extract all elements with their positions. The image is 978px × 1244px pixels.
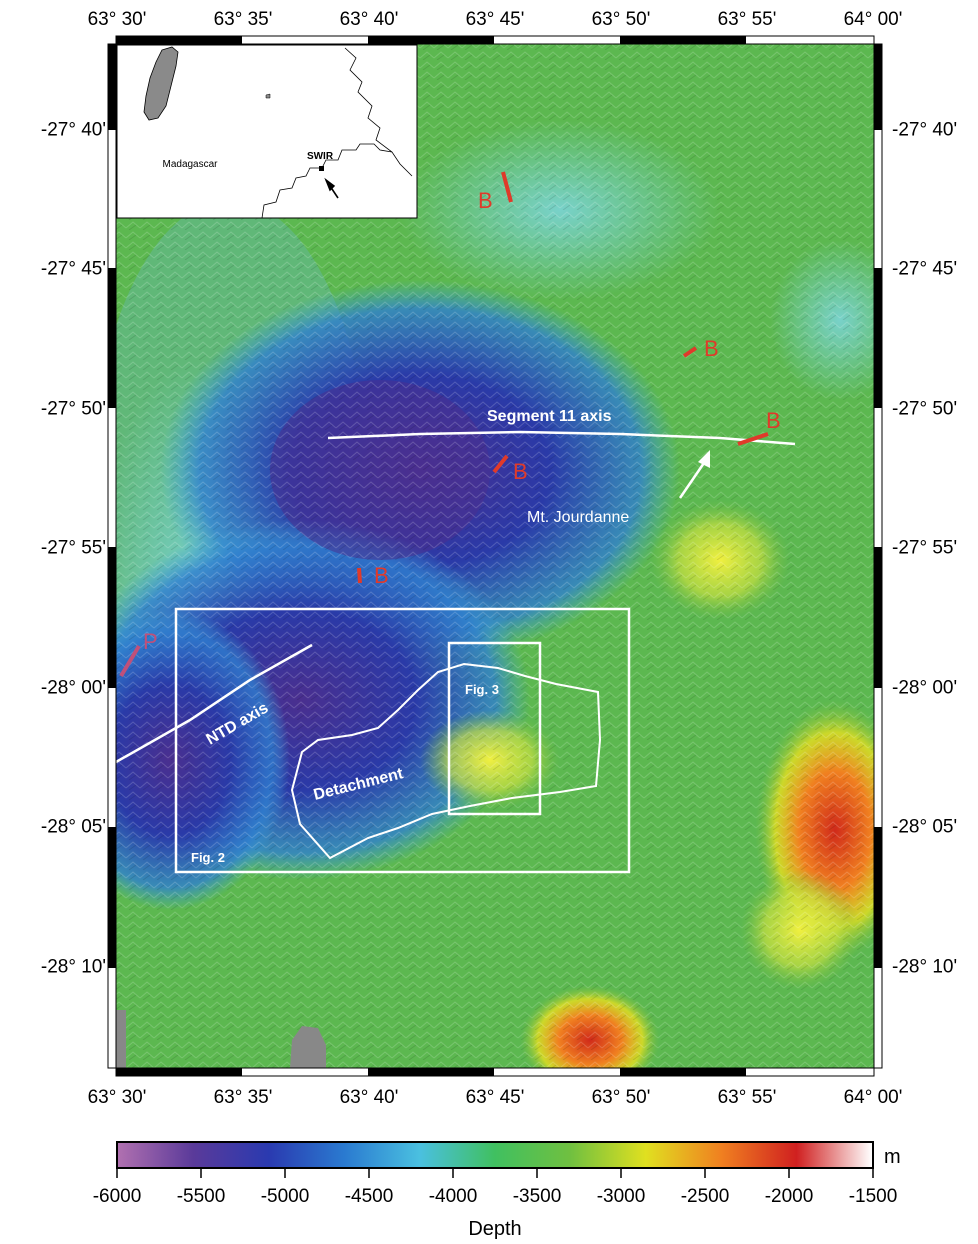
lat-label-left-1: -27° 40' — [40, 119, 106, 141]
lat-label-left-2: -27° 45' — [40, 258, 106, 280]
lat-label-left-3: -27° 50' — [40, 398, 106, 420]
colorbar-tick-label: -4000 — [428, 1186, 478, 1207]
marker-b-5: B — [357, 563, 389, 588]
lat-label-right-4: -27° 55' — [892, 537, 958, 559]
detachment-outline — [290, 662, 602, 860]
inset-locator-map: Madagascar SWIR — [116, 44, 418, 219]
colorbar-tick-label: -2000 — [764, 1186, 814, 1207]
lat-label-left-7: -28° 10' — [40, 956, 106, 978]
colorbar-unit: m — [884, 1146, 901, 1168]
inset-swir-label: SWIR — [307, 151, 334, 162]
svg-text:B: B — [704, 336, 719, 361]
mt-jourdanne-label: Mt. Jourdanne — [527, 509, 629, 526]
ridge-line — [344, 47, 413, 177]
inset-madagascar-label: Madagascar — [162, 159, 218, 170]
colorbar-tick-label: -3000 — [596, 1186, 646, 1207]
colorbar-tick-label: -2500 — [680, 1186, 730, 1207]
colorbar-title: Depth — [468, 1218, 522, 1240]
lat-label-left-5: -28° 00' — [40, 677, 106, 699]
svg-text:P: P — [143, 629, 158, 654]
pointer-arrow-icon — [324, 177, 336, 192]
lon-label-bottom-7: 64° 00' — [843, 1087, 903, 1108]
lon-label-top-1: 63° 30' — [87, 9, 147, 30]
arrow-head-icon — [698, 450, 710, 468]
lat-label-right-6: -28° 05' — [892, 816, 958, 838]
lat-label-right-7: -28° 10' — [892, 956, 958, 978]
lon-label-top-2: 63° 35' — [213, 9, 273, 30]
svg-text:B: B — [766, 408, 781, 433]
mt-jourdanne-arrow — [678, 459, 708, 499]
colorbar-tick-label: -3500 — [512, 1186, 562, 1207]
svg-text:B: B — [513, 459, 528, 484]
lon-label-top-4: 63° 45' — [465, 9, 525, 30]
lon-label-bottom-5: 63° 50' — [591, 1087, 651, 1108]
lon-label-top-7: 64° 00' — [843, 9, 903, 30]
marker-b-1: B — [478, 171, 513, 213]
lon-label-top-5: 63° 50' — [591, 9, 651, 30]
colorbar-tick-label: -6000 — [92, 1186, 142, 1207]
marker-b-4: B — [492, 454, 528, 484]
colorbar-tick-label: -1500 — [848, 1186, 898, 1207]
svg-text:B: B — [374, 563, 389, 588]
lat-label-right-5: -28° 00' — [892, 677, 958, 699]
fig3-label: Fig. 3 — [465, 682, 499, 697]
segment-11-axis-label: Segment 11 axis — [487, 408, 612, 425]
svg-text:B: B — [478, 188, 493, 213]
lat-label-right-2: -27° 45' — [892, 258, 958, 280]
lat-label-right-3: -27° 50' — [892, 398, 958, 420]
lon-label-bottom-1: 63° 30' — [87, 1087, 147, 1108]
fig2-box — [174, 607, 631, 874]
marker-b-2: B — [682, 336, 719, 361]
marker-b-3: B — [737, 408, 781, 446]
fig2-label: Fig. 2 — [191, 850, 225, 865]
map-frame — [107, 35, 883, 1077]
colorbar-tick-label: -5500 — [176, 1186, 226, 1207]
colorbar-tick-label: -4500 — [344, 1186, 394, 1207]
lon-label-top-3: 63° 40' — [339, 9, 399, 30]
lat-label-right-1: -27° 40' — [892, 119, 958, 141]
depth-colorbar — [116, 1141, 874, 1169]
lon-label-bottom-4: 63° 45' — [465, 1087, 525, 1108]
lon-label-bottom-2: 63° 35' — [213, 1087, 273, 1108]
lon-label-top-6: 63° 55' — [717, 9, 777, 30]
ntd-axis-line — [115, 643, 313, 764]
segment-11-axis-line — [327, 430, 796, 446]
colorbar-tick-label: -5000 — [260, 1186, 310, 1207]
lat-label-left-6: -28° 05' — [40, 816, 106, 838]
lon-label-bottom-3: 63° 40' — [339, 1087, 399, 1108]
lon-label-bottom-6: 63° 55' — [717, 1087, 777, 1108]
lat-label-left-4: -27° 55' — [40, 537, 106, 559]
madagascar-landmass — [143, 46, 179, 121]
study-area-marker — [319, 166, 324, 171]
marker-p: P — [119, 629, 158, 678]
fig3-box — [447, 641, 542, 816]
colorbar-ticks — [116, 1169, 874, 1178]
